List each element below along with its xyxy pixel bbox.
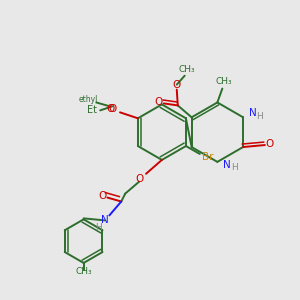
- Text: O: O: [135, 174, 143, 184]
- Text: O: O: [106, 104, 114, 114]
- Text: O: O: [108, 104, 116, 114]
- Text: H: H: [231, 163, 238, 172]
- Text: O: O: [98, 190, 106, 201]
- Text: CH₃: CH₃: [216, 77, 232, 86]
- Text: N: N: [249, 108, 257, 118]
- Text: CH₃: CH₃: [75, 267, 92, 276]
- Text: N: N: [100, 215, 108, 225]
- Text: H: H: [95, 223, 102, 232]
- Text: Br: Br: [202, 152, 214, 162]
- Text: H: H: [256, 112, 263, 121]
- Text: O: O: [155, 98, 163, 107]
- Text: N: N: [224, 160, 231, 170]
- Text: O: O: [172, 80, 181, 90]
- Text: O: O: [266, 139, 274, 149]
- Text: ethyl: ethyl: [79, 95, 98, 104]
- Text: Et: Et: [87, 105, 97, 116]
- Text: CH₃: CH₃: [178, 65, 195, 74]
